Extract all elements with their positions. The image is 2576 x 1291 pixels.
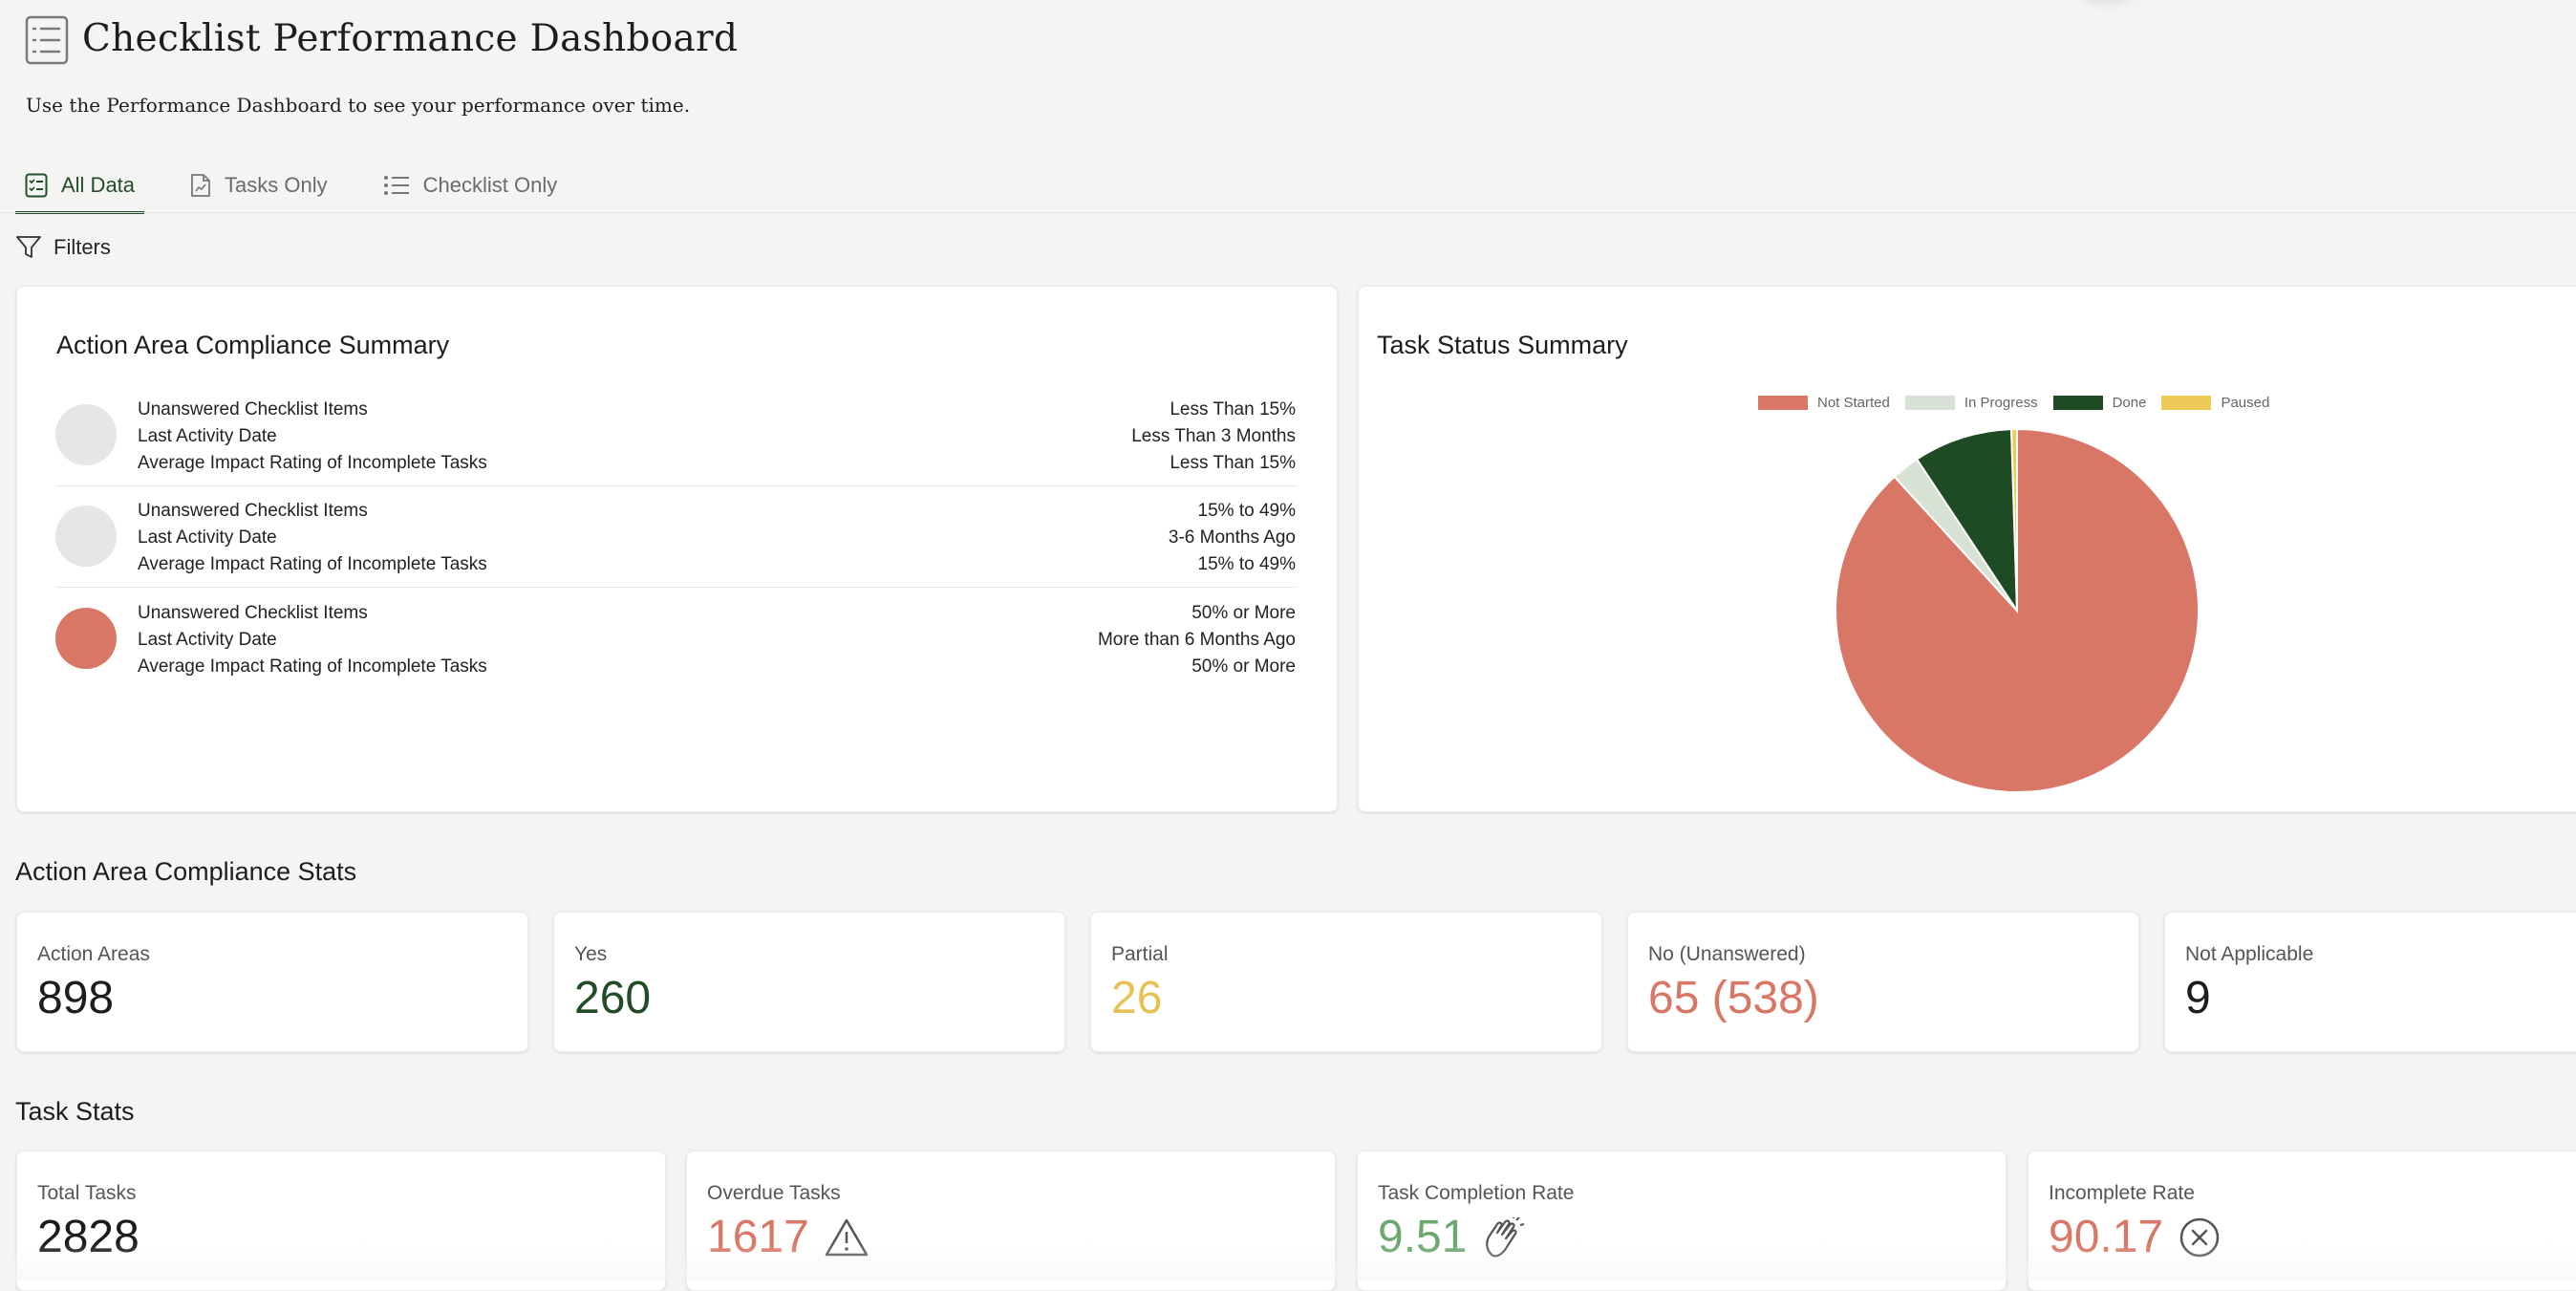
tab-tasks-only[interactable]: Tasks Only [181, 157, 337, 214]
row-value: More than 6 Months Ago [1097, 630, 1296, 650]
pie-slice-paused[interactable] [2010, 427, 2018, 612]
pie-slice-done[interactable] [1915, 428, 2019, 614]
document-chart-icon [191, 174, 210, 197]
tab-bar: All Data Tasks Only Checklist Only [15, 157, 603, 214]
stat-card: No (Unanswered) 65 (538) [1627, 912, 2139, 1052]
compliance-summary-card [16, 286, 1338, 812]
tab-all-data[interactable]: All Data [15, 157, 145, 214]
decorative-blob [2073, 0, 2140, 2]
stat-label: Total Tasks [37, 1182, 137, 1204]
stat-label: No (Unanswered) [1648, 943, 1806, 965]
row-value: 50% or More [1191, 656, 1296, 677]
compliance-row: Unanswered Checklist Items Last Activity… [40, 385, 1296, 484]
row-value: Less Than 15% [1170, 399, 1296, 420]
task-status-title: Task Status Summary [1377, 331, 1628, 359]
page-subtitle: Use the Performance Dashboard to see you… [26, 94, 691, 117]
task-status-pie-chart [1835, 427, 2200, 793]
stat-label: Overdue Tasks [707, 1182, 841, 1204]
compliance-row: Unanswered Checklist Items Last Activity… [40, 486, 1296, 586]
row-label: Last Activity Date [138, 630, 277, 650]
stat-value-text: 26 [1111, 973, 1163, 1023]
tab-label: Checklist Only [422, 173, 558, 197]
row-label: Average Impact Rating of Incomplete Task… [138, 656, 487, 677]
legend-swatch [2161, 396, 2212, 410]
stat-value: 260 [574, 972, 651, 1024]
row-divider [55, 587, 1296, 588]
stat-value-text: 65 (538) [1648, 973, 1819, 1023]
row-value: 3-6 Months Ago [1168, 527, 1296, 548]
page-title: Checklist Performance Dashboard [82, 17, 739, 60]
row-label: Unanswered Checklist Items [138, 603, 368, 623]
row-value: 15% to 49% [1197, 554, 1296, 574]
stat-value-text: 260 [574, 973, 652, 1023]
stat-value: 9 [2185, 972, 2211, 1024]
chart-legend: Not Started In Progress Done Paused [1758, 395, 2285, 411]
clapping-hands-icon [1486, 1216, 1525, 1258]
legend-label: Done [2112, 395, 2147, 411]
legend-label: In Progress [1964, 395, 2038, 411]
row-value: Less Than 3 Months [1131, 426, 1296, 446]
tab-label: All Data [61, 173, 136, 197]
legend-swatch [2052, 396, 2103, 410]
tab-label: Tasks Only [225, 173, 328, 197]
row-value: 50% or More [1191, 603, 1296, 623]
stat-value: 898 [37, 972, 114, 1024]
all-data-icon [25, 173, 48, 198]
legend-item[interactable]: Paused [2161, 395, 2269, 411]
compliance-stats-title: Action Area Compliance Stats [15, 857, 357, 886]
status-dot [55, 404, 117, 465]
filters-button[interactable]: Filters [15, 235, 111, 260]
legend-item[interactable]: In Progress [1904, 395, 2038, 411]
task-stats-title: Task Stats [15, 1097, 135, 1126]
bottom-fade [0, 1242, 2576, 1280]
filters-label: Filters [54, 235, 111, 259]
row-value: 15% to 49% [1197, 501, 1296, 521]
row-label: Last Activity Date [138, 426, 277, 446]
row-value: Less Than 15% [1170, 453, 1296, 473]
legend-item[interactable]: Done [2052, 395, 2147, 411]
legend-swatch [1758, 396, 1808, 410]
stat-card: Action Areas 898 [16, 912, 528, 1052]
stat-label: Partial [1111, 943, 1169, 965]
legend-item[interactable]: Not Started [1758, 395, 1890, 411]
status-dot [55, 608, 117, 669]
stat-card: Yes 260 [553, 912, 1065, 1052]
legend-label: Not Started [1817, 395, 1890, 411]
tabs-divider [0, 212, 2576, 213]
row-label: Last Activity Date [138, 527, 277, 548]
row-label: Unanswered Checklist Items [138, 399, 368, 420]
stat-value: 65 (538) [1648, 972, 1819, 1024]
stat-label: Action Areas [37, 943, 150, 965]
compliance-summary-title: Action Area Compliance Summary [56, 331, 450, 359]
checklist-icon [25, 15, 69, 65]
stat-value: 26 [1111, 972, 1162, 1024]
stat-value-text: 9 [2185, 973, 2211, 1023]
row-label: Average Impact Rating of Incomplete Task… [138, 554, 487, 574]
row-divider [55, 485, 1296, 486]
stat-value-text: 898 [37, 973, 115, 1023]
compliance-row: Unanswered Checklist Items Last Activity… [40, 589, 1296, 688]
stat-label: Incomplete Rate [2049, 1182, 2195, 1204]
row-label: Unanswered Checklist Items [138, 501, 368, 521]
stat-card: Not Applicable 9 [2164, 912, 2576, 1052]
tab-checklist-only[interactable]: Checklist Only [374, 157, 568, 214]
stat-label: Task Completion Rate [1378, 1182, 1575, 1204]
row-label: Average Impact Rating of Incomplete Task… [138, 453, 487, 473]
stat-label: Not Applicable [2185, 943, 2314, 965]
stat-label: Yes [574, 943, 608, 965]
stat-card: Partial 26 [1090, 912, 1602, 1052]
legend-label: Paused [2221, 395, 2270, 411]
list-icon [383, 176, 409, 195]
legend-swatch [1904, 396, 1955, 410]
filter-icon [16, 236, 41, 258]
status-dot [55, 506, 117, 567]
